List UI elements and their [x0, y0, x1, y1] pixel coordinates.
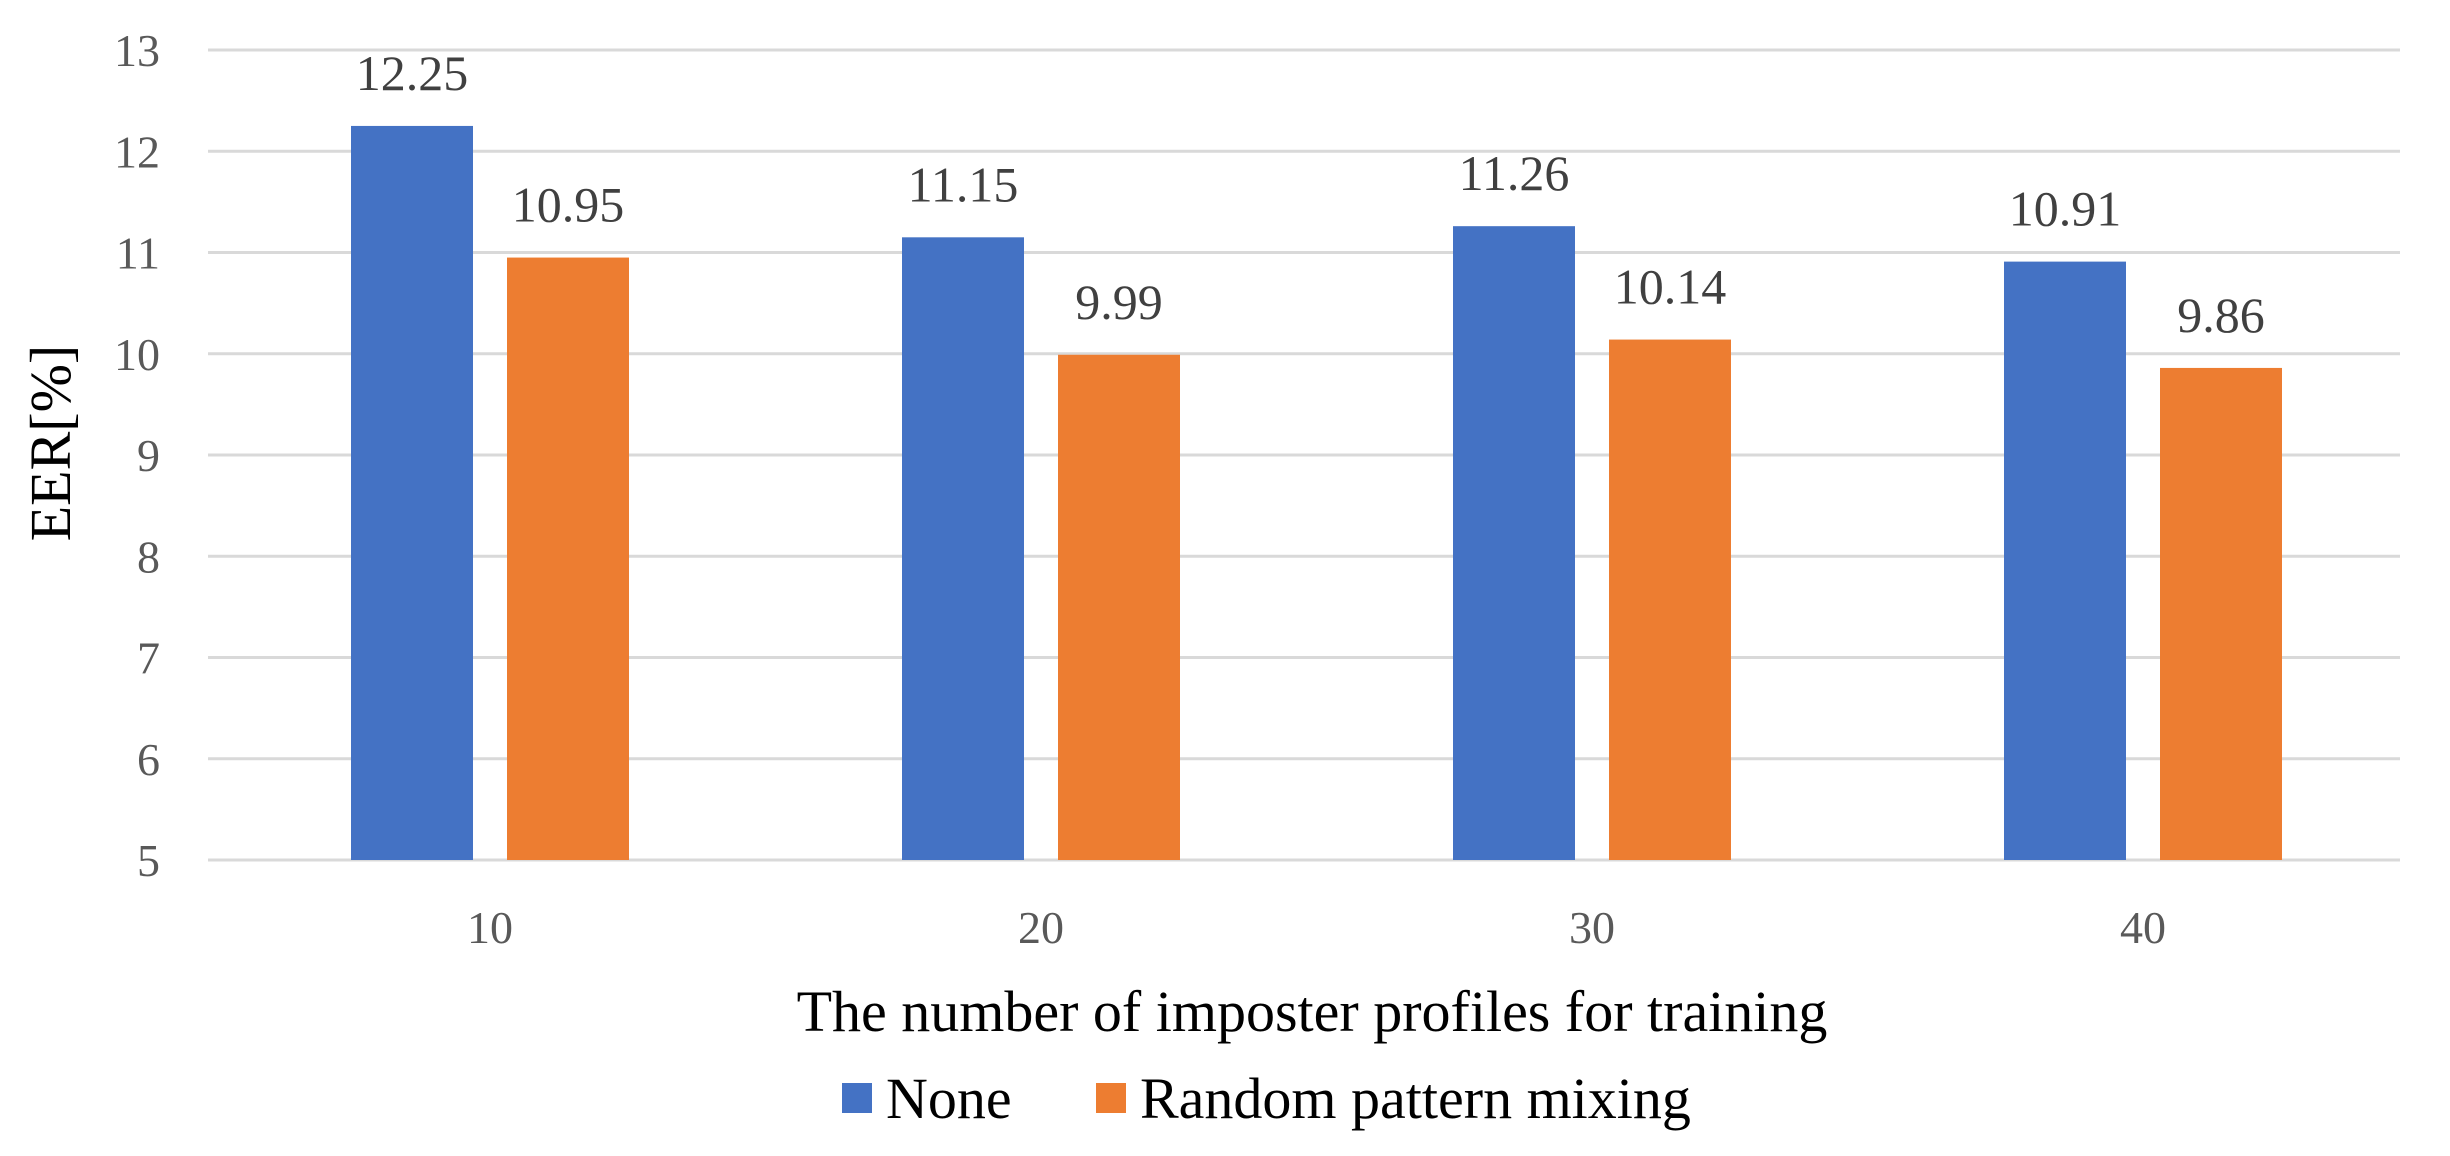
- x-tick-label: 10: [467, 902, 513, 953]
- bar-none-20: [902, 237, 1024, 860]
- bar-random-pattern-mixing-40: [2160, 367, 2282, 860]
- y-tick-label: 13: [114, 25, 160, 76]
- legend-label-none: None: [886, 1066, 1012, 1131]
- data-label: 9.99: [1075, 274, 1163, 330]
- y-tick-label: 9: [137, 430, 160, 481]
- legend: None Random pattern mixing: [842, 1066, 1691, 1131]
- y-tick-label: 10: [114, 329, 160, 380]
- x-tick-label: 20: [1018, 902, 1064, 953]
- data-label: 11.15: [908, 156, 1019, 212]
- y-tick-label: 7: [137, 633, 160, 684]
- x-tick-label: 40: [2120, 902, 2166, 953]
- data-label: 10.91: [2009, 181, 2122, 237]
- legend-swatch-random-pattern-mixing: [1096, 1083, 1126, 1113]
- x-axis-ticks: 10 20 30 40: [467, 902, 2166, 953]
- x-axis-title: The number of imposter profiles for trai…: [797, 979, 1828, 1044]
- data-label: 10.95: [512, 177, 625, 233]
- bar-none-40: [2004, 261, 2126, 860]
- data-label: 10.14: [1614, 259, 1727, 315]
- data-labels: 12.25 11.15 11.26 10.91 10.95 9.99 10.14 9.86: [356, 45, 2265, 343]
- bar-random-pattern-mixing-10: [507, 257, 629, 860]
- y-axis-ticks: 5 6 7 8 9 10 11 12 13: [114, 25, 160, 886]
- y-tick-label: 6: [137, 734, 160, 785]
- y-tick-label: 11: [116, 228, 160, 279]
- bar-random-pattern-mixing-30: [1609, 339, 1731, 860]
- legend-label-random-pattern-mixing: Random pattern mixing: [1140, 1066, 1691, 1131]
- data-label: 11.26: [1459, 145, 1570, 201]
- y-tick-label: 5: [137, 835, 160, 886]
- y-axis-title: EER[%]: [18, 345, 83, 542]
- data-label: 12.25: [356, 45, 469, 101]
- y-tick-label: 12: [114, 126, 160, 177]
- legend-swatch-none: [842, 1083, 872, 1113]
- bar-random-pattern-mixing-20: [1058, 354, 1180, 860]
- data-label: 9.86: [2177, 287, 2265, 343]
- bar-none-10: [351, 125, 473, 860]
- x-tick-label: 30: [1569, 902, 1615, 953]
- bar-none-30: [1453, 226, 1575, 861]
- bars: [351, 125, 2282, 861]
- y-tick-label: 8: [137, 531, 160, 582]
